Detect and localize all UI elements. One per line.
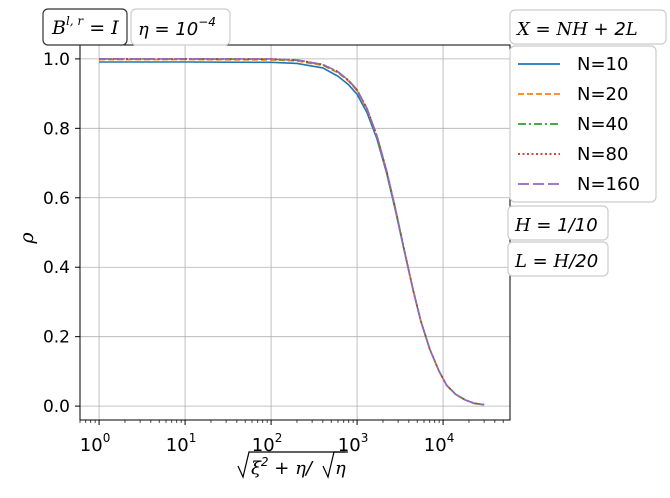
series-line-n-160 — [99, 58, 485, 406]
y-tick-label: 0.0 — [43, 397, 70, 417]
series-line-n-10 — [99, 61, 485, 406]
x-tick-label: 102 — [252, 431, 283, 456]
svg-text:L = H/20: L = H/20 — [514, 251, 598, 272]
annotation-eta: η = 10−4 — [130, 8, 231, 46]
svg-text:ξ2 + η/: ξ2 + η/ — [251, 455, 314, 479]
y-tick-label: 0.8 — [43, 119, 70, 139]
annotation-boundary: Bl, r = I — [42, 8, 128, 46]
y-tick-label: 0.6 — [43, 189, 70, 209]
legend-label: N=160 — [577, 174, 640, 195]
series-line-n-40 — [99, 58, 485, 406]
y-tick-label: 0.2 — [43, 328, 70, 348]
legend-label: N=40 — [577, 114, 628, 135]
annotation-l: L = H/20 — [507, 241, 609, 277]
legend: X = NH + 2L N=10 N=20 N=40 N=80 N=160 — [509, 9, 667, 203]
series-line-n-20 — [99, 58, 485, 406]
x-tick-label: 103 — [338, 431, 369, 456]
legend-label: N=20 — [577, 84, 628, 105]
ticks — [75, 58, 504, 425]
series-lines — [99, 58, 485, 406]
x-tick-label: 100 — [80, 431, 111, 456]
annotation-h: H = 1/10 — [507, 205, 609, 241]
y-tick-label: 1.0 — [43, 50, 70, 70]
x-axis-label: ξ2 + η/ η — [237, 451, 348, 479]
grid — [80, 45, 510, 420]
svg-text:Bl, r = I: Bl, r = I — [51, 14, 119, 39]
tick-labels: 100 101 102 103 104 0.0 0.2 0.4 0.6 0.8 1.0 — [43, 50, 454, 456]
y-axis-label: ρ — [16, 232, 38, 245]
series-line-n-80 — [99, 58, 485, 406]
y-tick-label: 0.4 — [43, 258, 70, 278]
plot-frame — [79, 44, 511, 421]
legend-label: N=10 — [577, 54, 628, 75]
legend-label: N=80 — [577, 144, 628, 165]
svg-text:η: η — [335, 458, 346, 479]
svg-text:H = 1/10: H = 1/10 — [514, 215, 598, 236]
x-tick-label: 104 — [424, 431, 455, 456]
x-tick-label: 101 — [166, 431, 197, 456]
legend-title: X = NH + 2L — [515, 19, 638, 40]
